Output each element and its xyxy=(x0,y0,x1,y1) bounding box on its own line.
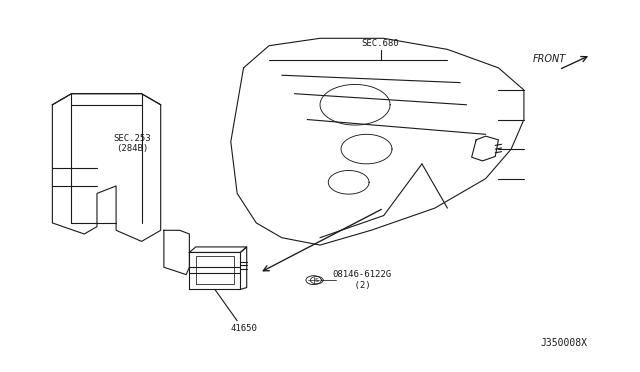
Text: SEC.680: SEC.680 xyxy=(362,39,399,48)
Text: SEC.253
(284B): SEC.253 (284B) xyxy=(113,134,151,153)
Text: 08146-6122G
    (2): 08146-6122G (2) xyxy=(333,270,392,290)
Text: J350008X: J350008X xyxy=(541,339,588,349)
Text: 41650: 41650 xyxy=(230,324,257,333)
Text: S: S xyxy=(315,278,319,283)
Text: FRONT: FRONT xyxy=(532,54,566,64)
